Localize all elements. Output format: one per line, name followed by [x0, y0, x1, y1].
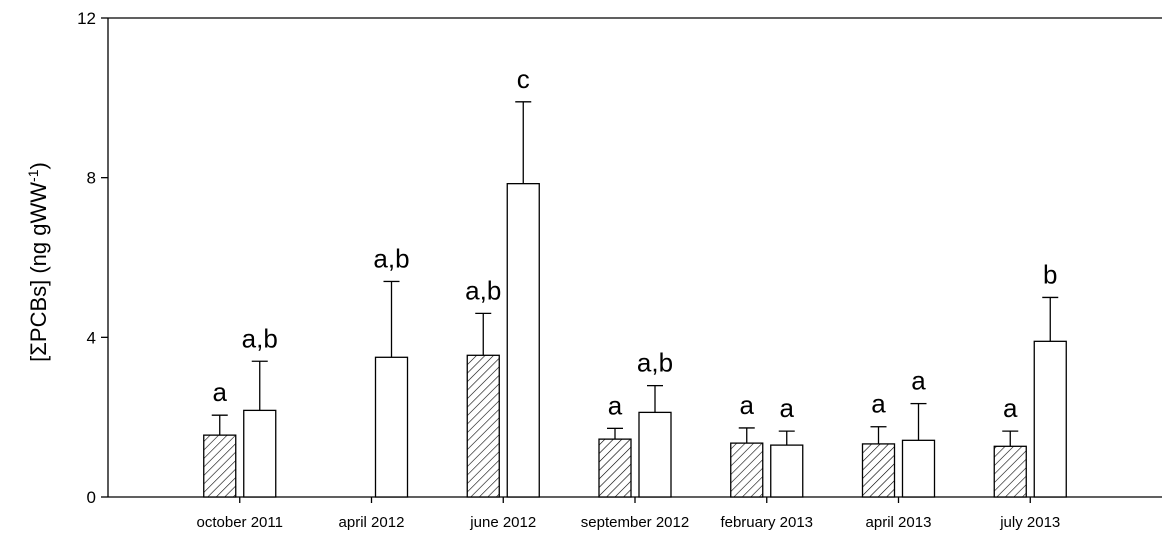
bar-hatched-3	[598, 438, 632, 498]
x-tick-label-1: april 2012	[339, 514, 405, 531]
y-axis-title-sup: -1	[25, 169, 41, 182]
bar-hatched-5	[861, 443, 896, 498]
x-tick-label-5: april 2013	[866, 514, 932, 531]
x-tick-label-2: june 2012	[469, 514, 536, 531]
x-tick-label-4: february 2013	[720, 514, 813, 531]
y-tick-label-3: 12	[77, 9, 96, 28]
y-tick-label-1: 4	[87, 328, 96, 347]
bar-open-6	[1033, 340, 1067, 498]
bar-open-5	[901, 439, 936, 498]
x-tick-label-6: july 2013	[999, 514, 1060, 531]
significance-label-hatched-6: a	[1003, 393, 1018, 423]
y-axis-title-close: )	[26, 162, 51, 169]
y-tick-label-0: 0	[87, 488, 96, 507]
bar-open-0	[243, 409, 277, 498]
bar-hatched-0	[203, 434, 237, 498]
bar-hatched-2	[466, 354, 500, 498]
significance-label-hatched-5: a	[871, 389, 886, 419]
significance-label-hatched-3: a	[608, 390, 623, 420]
significance-label-open-0: a,b	[242, 323, 278, 353]
x-tick-label-0: october 2011	[197, 514, 283, 531]
significance-label-open-1: a,b	[373, 243, 409, 273]
y-tick-label-2: 8	[87, 169, 96, 188]
significance-label-hatched-2: a,b	[465, 275, 501, 305]
significance-label-open-3: a,b	[637, 348, 673, 378]
bar-open-1	[374, 356, 409, 498]
y-axis-title: [ΣPCBs] (ng gWW-1)	[25, 162, 51, 362]
bar-open-2	[506, 183, 540, 498]
significance-label-open-5: a	[911, 366, 926, 396]
significance-label-hatched-4: a	[740, 390, 755, 420]
significance-label-hatched-0: a	[213, 377, 228, 407]
bar-hatched-6	[993, 445, 1027, 498]
significance-label-open-6: b	[1043, 259, 1057, 289]
bar-hatched-4	[730, 442, 764, 498]
x-tick-label-3: september 2012	[581, 514, 689, 531]
significance-label-open-4: a	[780, 393, 795, 423]
bar-open-4	[770, 444, 804, 498]
significance-label-open-2: c	[517, 64, 530, 94]
y-axis-title-main: [ΣPCBs] (ng gWW	[26, 182, 51, 362]
bar-open-3	[638, 411, 672, 498]
